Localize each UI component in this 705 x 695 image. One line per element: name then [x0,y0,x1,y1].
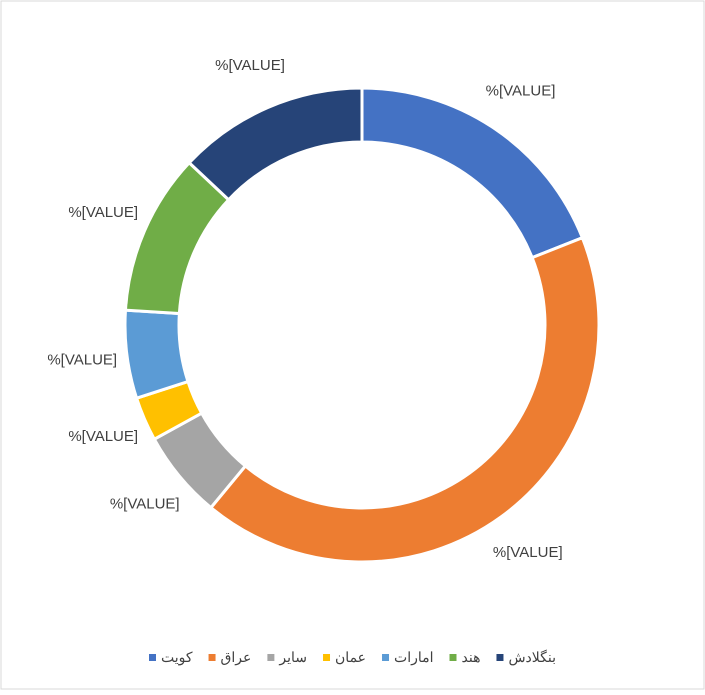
data-label: %[VALUE] [486,83,556,100]
legend-label: امارات [394,650,433,666]
legend-swatch [208,654,216,661]
data-label: %[VALUE] [68,428,138,445]
legend-label: عراق [221,650,252,666]
legend-label: کویت [161,650,193,666]
slice [187,86,364,202]
data-label: %[VALUE] [110,496,180,513]
data-label: %[VALUE] [215,57,285,74]
legend-swatch [382,654,390,661]
legend-swatch [496,654,504,661]
legend-label: سایر [278,650,307,666]
legend: کویت عراق سایر عمان امارات هند بنگلادش [149,649,556,666]
legend-label: بنگلادش [508,649,556,666]
data-label: %[VALUE] [493,544,563,561]
legend-swatch [449,654,457,661]
legend-label: هند [462,650,481,666]
data-label: %[VALUE] [47,351,117,368]
legend-swatch [149,654,156,661]
legend-swatch [323,654,331,661]
legend-swatch [267,654,275,661]
legend-label: عمان [335,650,366,666]
data-label: %[VALUE] [68,204,138,221]
slice [208,235,601,564]
slice [123,308,190,401]
